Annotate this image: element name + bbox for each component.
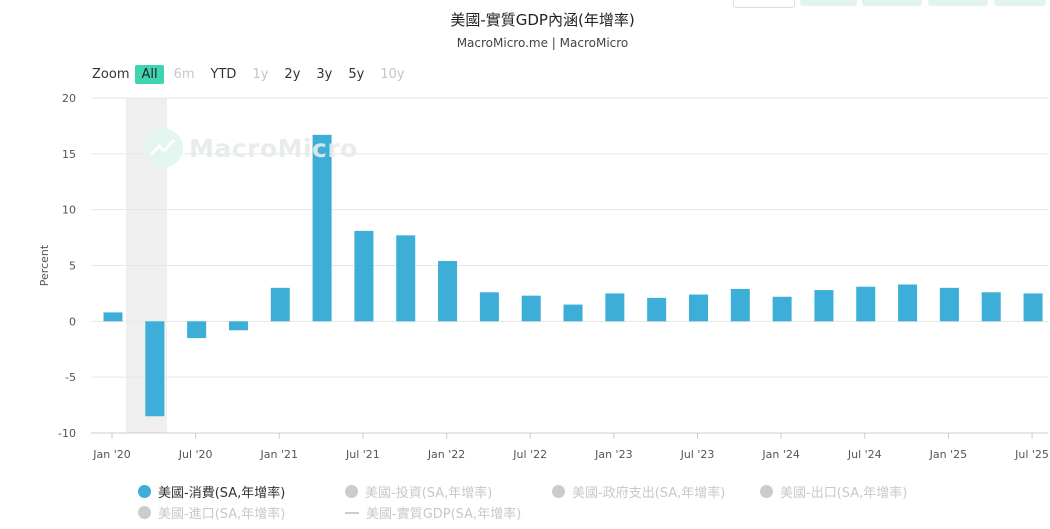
bar-2024-Q3 <box>856 286 876 322</box>
x-tick-label: Jan '24 <box>761 448 799 461</box>
legend-item-investment[interactable]: 美國-投資(SA,年增率) <box>345 482 492 501</box>
bar-2021-Q2 <box>312 134 332 322</box>
bar-2021-Q4 <box>396 235 416 322</box>
x-tick-label: Jan '21 <box>260 448 298 461</box>
bar-2023-Q4 <box>730 288 750 322</box>
legend-item-government-spending[interactable]: 美國-政府支出(SA,年增率) <box>552 482 725 501</box>
x-tick-label: Jul '25 <box>1014 448 1049 461</box>
bar-2022-Q2 <box>479 292 499 322</box>
zoom-label: Zoom <box>92 66 130 82</box>
bar-2021-Q1 <box>270 287 290 322</box>
bar-2025-Q2 <box>981 292 1001 322</box>
bar-2021-Q3 <box>354 230 374 322</box>
toolbar-button[interactable] <box>862 0 922 6</box>
zoom-3y-button[interactable]: 3y <box>316 66 333 82</box>
y-tick-label: -10 <box>58 427 76 440</box>
zoom-selector: Zoom All 6m YTD 1y 2y 3y 5y 10y <box>92 63 415 85</box>
bar-2024-Q2 <box>814 290 834 322</box>
chart-title: 美國-實質GDP內涵(年增率) <box>450 11 635 29</box>
bar-2023-Q3 <box>688 294 708 322</box>
x-tick-label: Jul '21 <box>345 448 380 461</box>
legend-label: 美國-出口(SA,年增率) <box>780 486 908 501</box>
bar-2023-Q1 <box>605 293 625 322</box>
zoom-5y-button[interactable]: 5y <box>348 66 365 82</box>
x-tick-label: Jul '23 <box>680 448 715 461</box>
chart-plot-area: 20 15 10 5 0 -5 -10 Percent Jan '20 Jul '20 Jan '2… <box>38 92 1049 461</box>
legend-label: 美國-進口(SA,年增率) <box>158 507 286 522</box>
zoom-6m-button[interactable]: 6m <box>173 66 195 82</box>
watermark: MacroMicro <box>143 128 358 168</box>
legend-dot-icon <box>138 485 151 498</box>
y-tick-label: 5 <box>69 260 76 273</box>
watermark-text: MacroMicro <box>189 133 358 163</box>
zoom-10y-button[interactable]: 10y <box>380 66 405 82</box>
y-tick-label: 15 <box>62 148 76 161</box>
y-tick-label: 10 <box>62 204 76 217</box>
bar-2020-Q3 <box>187 321 207 339</box>
toolbar-button[interactable] <box>994 0 1046 6</box>
bar-2024-Q1 <box>772 296 792 322</box>
y-tick-label: -5 <box>65 371 76 384</box>
x-tick-label: Jan '20 <box>92 448 130 461</box>
x-tick-label: Jan '22 <box>427 448 465 461</box>
macromicro-logo-icon <box>143 128 183 168</box>
x-tick-label: Jan '25 <box>929 448 967 461</box>
zoom-1y-button[interactable]: 1y <box>252 66 269 82</box>
legend-item-exports[interactable]: 美國-出口(SA,年增率) <box>760 482 907 501</box>
legend-dot-icon <box>345 485 358 498</box>
bar-2020-Q2 <box>145 321 165 417</box>
legend-item-consumption[interactable]: 美國-消費(SA,年增率) <box>138 482 285 501</box>
legend-dot-icon <box>138 506 151 519</box>
y-tick-label: 0 <box>69 315 76 328</box>
bar-2024-Q4 <box>898 284 918 322</box>
zoom-ytd-button[interactable]: YTD <box>210 66 237 82</box>
chart-subtitle: MacroMicro.me | MacroMicro <box>456 36 629 50</box>
bar-2020-Q1 <box>103 312 123 322</box>
y-tick-label: 20 <box>62 92 76 105</box>
legend-label: 美國-消費(SA,年增率) <box>158 486 286 501</box>
bar-2022-Q3 <box>521 295 541 322</box>
toolbar-button[interactable] <box>733 0 795 8</box>
bar-2020-Q4 <box>228 321 248 331</box>
legend-dot-icon <box>552 485 565 498</box>
y-axis-title: Percent <box>38 244 51 286</box>
toolbar-button[interactable] <box>928 0 988 6</box>
legend-label: 美國-政府支出(SA,年增率) <box>572 486 726 501</box>
x-tick-label: Jan '23 <box>594 448 632 461</box>
zoom-all-button[interactable]: All <box>135 64 164 84</box>
bar-2022-Q4 <box>563 304 583 322</box>
legend-label: 美國-實質GDP(SA,年增率) <box>366 507 522 522</box>
bar-2022-Q1 <box>438 261 458 322</box>
bar-2025-Q1 <box>939 287 959 322</box>
x-tick-label: Jul '24 <box>847 448 882 461</box>
legend-item-imports[interactable]: 美國-進口(SA,年增率) <box>138 503 285 522</box>
bar-2025-Q3 <box>1023 293 1043 322</box>
x-tick-label: Jul '22 <box>512 448 547 461</box>
legend-label: 美國-投資(SA,年增率) <box>365 486 493 501</box>
toolbar-button[interactable] <box>800 0 857 6</box>
legend-item-real-gdp[interactable]: 美國-實質GDP(SA,年增率) <box>345 503 521 522</box>
legend-line-icon <box>345 511 359 514</box>
zoom-2y-button[interactable]: 2y <box>284 66 301 82</box>
bar-2023-Q2 <box>647 297 667 322</box>
x-tick-label: Jul '20 <box>178 448 213 461</box>
legend-dot-icon <box>760 485 773 498</box>
